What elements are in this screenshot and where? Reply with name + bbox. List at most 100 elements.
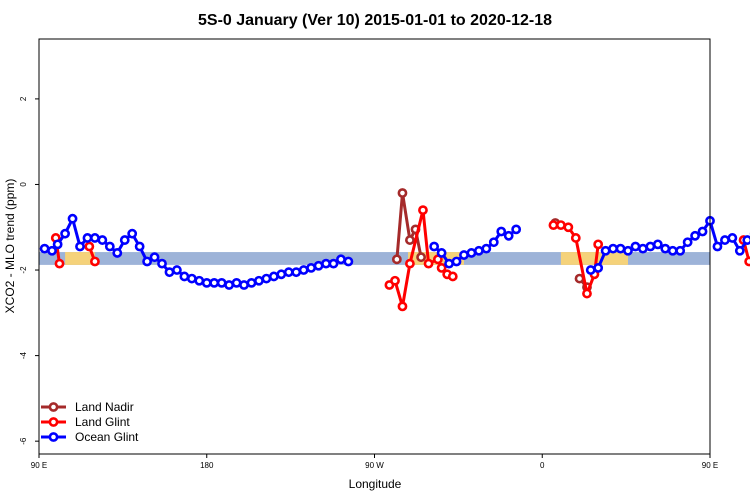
legend-label: Ocean Glint	[75, 430, 139, 444]
x-axis-label: Longitude	[349, 477, 402, 491]
data-point	[268, 271, 279, 282]
data-point	[630, 241, 641, 252]
data-point	[466, 248, 477, 258]
data-point	[548, 220, 559, 231]
data-point	[298, 265, 309, 275]
data-point	[488, 237, 499, 248]
data-point	[652, 239, 663, 250]
data-point	[582, 288, 592, 299]
data-point	[690, 230, 700, 241]
data-point	[555, 220, 566, 231]
data-point	[436, 262, 447, 273]
data-point	[104, 241, 115, 252]
data-point	[397, 188, 408, 198]
data-point	[157, 258, 167, 269]
data-point	[283, 267, 294, 278]
data-point	[742, 235, 750, 245]
data-point	[645, 241, 656, 252]
legend-marker	[48, 417, 59, 427]
data-point	[47, 245, 57, 256]
data-point	[97, 235, 108, 245]
data-point	[473, 245, 484, 256]
data-point	[593, 239, 604, 250]
data-point	[570, 233, 581, 243]
data-point	[615, 243, 626, 254]
data-point	[52, 239, 63, 250]
data-point	[343, 256, 354, 267]
data-point	[239, 280, 249, 290]
data-point	[423, 258, 434, 269]
data-point	[39, 243, 50, 254]
x-tick-label: 180	[200, 461, 214, 470]
data-point	[142, 256, 153, 267]
x-tick-label: 0	[540, 461, 545, 470]
legend-marker	[48, 402, 59, 412]
data-point	[172, 265, 182, 275]
data-point	[336, 254, 346, 265]
data-point	[261, 273, 272, 284]
data-point	[216, 277, 227, 288]
data-point	[481, 243, 492, 254]
data-point	[164, 267, 175, 278]
x-tick-label: 90 E	[702, 461, 718, 470]
data-point	[149, 252, 160, 263]
data-point	[623, 245, 633, 256]
data-point	[119, 235, 130, 245]
data-point	[638, 243, 648, 254]
data-point	[397, 301, 408, 312]
data-point	[675, 245, 686, 256]
data-point	[593, 262, 604, 273]
data-point	[667, 245, 678, 256]
data-point	[405, 235, 415, 245]
data-point	[429, 241, 440, 252]
land-segment	[65, 252, 95, 265]
legend-item: Ocean Glint	[41, 430, 139, 444]
data-point	[418, 205, 428, 216]
y-tick-label: -2	[19, 266, 28, 274]
chart-title: 5S-0 January (Ver 10) 2015-01-01 to 2020…	[198, 12, 552, 29]
data-point	[660, 243, 671, 254]
data-point	[90, 256, 100, 267]
data-point	[585, 265, 596, 275]
data-point	[447, 271, 458, 282]
data-point	[54, 258, 65, 269]
data-point	[90, 233, 100, 243]
land-segment	[560, 252, 628, 265]
plot-area	[39, 188, 750, 312]
data-point	[600, 245, 611, 256]
data-point	[313, 260, 324, 271]
data-point	[444, 258, 454, 269]
data-point	[503, 230, 514, 241]
y-tick-label: -4	[19, 351, 28, 359]
data-point	[112, 248, 123, 258]
data-point	[231, 277, 242, 288]
data-point	[416, 252, 426, 263]
data-point	[727, 233, 738, 243]
legend-marker	[48, 432, 59, 442]
data-point	[276, 269, 287, 280]
y-tick-label: -6	[19, 437, 28, 445]
data-point	[511, 224, 522, 235]
data-point	[179, 271, 190, 282]
data-point	[563, 222, 574, 233]
data-point	[391, 254, 402, 265]
data-point	[712, 241, 723, 252]
y-tick-label: 0	[19, 182, 28, 187]
x-tick-label: 90 E	[31, 461, 47, 470]
data-point	[82, 233, 93, 243]
data-point	[75, 241, 85, 252]
data-point	[224, 280, 235, 290]
data-point	[254, 275, 264, 286]
data-point	[306, 262, 317, 273]
data-point	[405, 258, 415, 269]
data-point	[496, 226, 507, 237]
x-axis: 90 E 180 90 W 0 90 E	[31, 454, 718, 470]
legend-label: Land Nadir	[75, 400, 134, 414]
data-point	[291, 267, 302, 278]
data-point	[744, 256, 750, 267]
data-point	[201, 277, 212, 288]
data-point	[84, 241, 95, 252]
data-point	[194, 275, 205, 286]
series-ocean-glint	[39, 213, 750, 290]
